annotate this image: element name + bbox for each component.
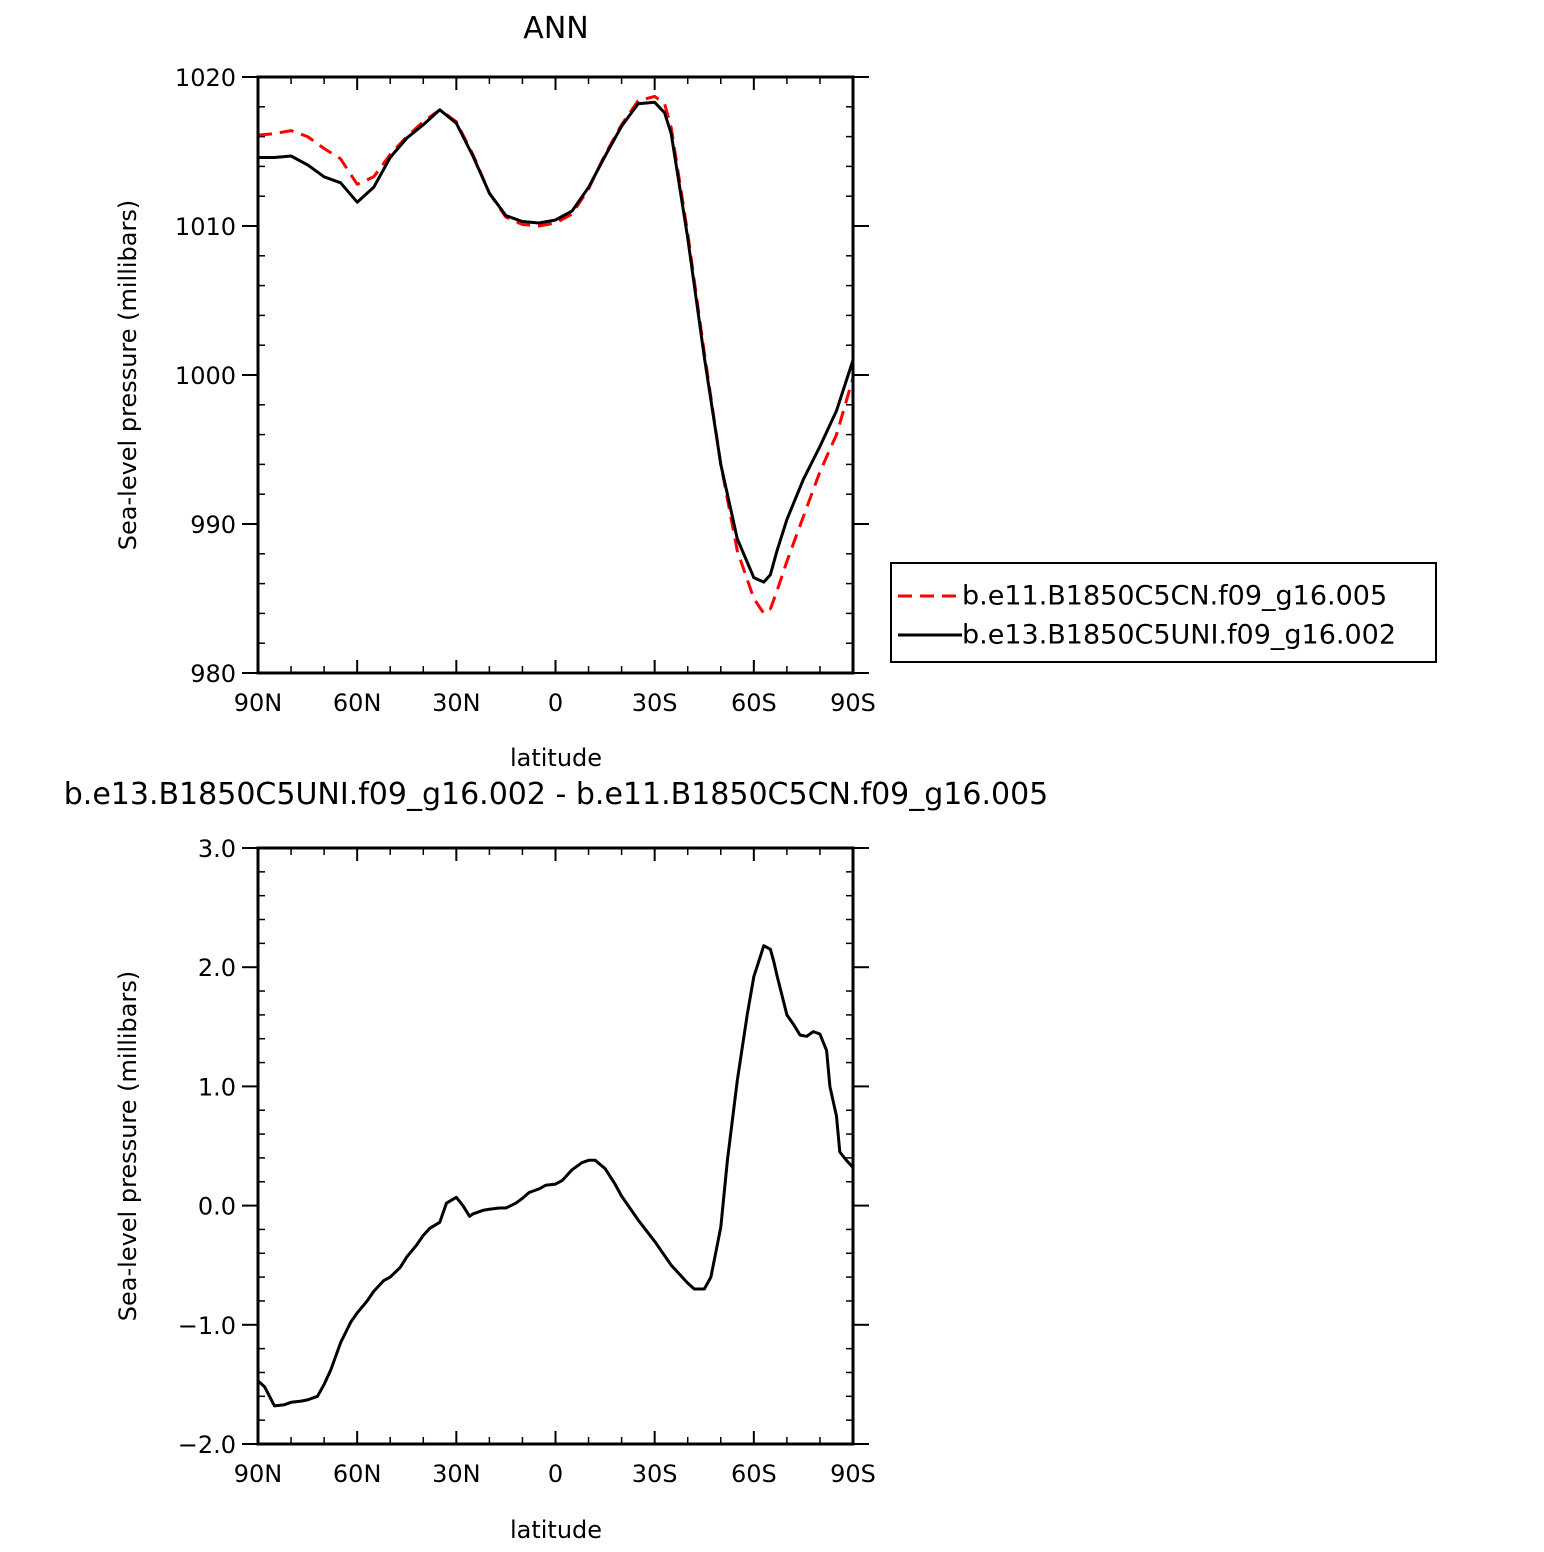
top-panel-frame [256, 75, 855, 675]
x-tick-label: 60N [333, 689, 382, 717]
y-tick-label: −2.0 [178, 1431, 236, 1459]
y-tick-label: 3.0 [198, 835, 236, 863]
top-panel-tick-labels: 90N 60N 30N 0 30S 60S 90S 980 990 1000 1010 1020 [175, 64, 876, 717]
x-tick-label: 0 [548, 689, 563, 717]
legend-box [890, 562, 1437, 663]
x-tick-label: 30S [632, 1460, 678, 1488]
series-line-2 [258, 100, 855, 584]
y-tick-label: 980 [190, 660, 236, 688]
bottom-panel-frame [256, 846, 855, 1446]
top-panel-x-axis-title: latitude [510, 744, 602, 772]
bottom-panel-series [256, 944, 855, 1408]
bottom-panel-x-axis-title: latitude [510, 1516, 602, 1544]
y-tick-label: 990 [190, 511, 236, 539]
y-tick-label: 1.0 [198, 1073, 236, 1101]
y-tick-label: 1020 [175, 64, 236, 92]
x-tick-label: 30N [432, 1460, 481, 1488]
y-tick-label: 2.0 [198, 954, 236, 982]
series-line-1 [257, 94, 855, 615]
bottom-panel-tick-labels: 90N 60N 30N 0 30S 60S 90S −2.0 −1.0 0.0 1.0 2.0 3.0 [178, 835, 876, 1488]
bottom-panel-title: b.e13.B1850C5UNI.f09_g16.002 - b.e11.B18… [64, 777, 1049, 812]
top-panel-title: ANN [523, 11, 588, 46]
top-panel-series [257, 94, 855, 615]
x-tick-label: 0 [548, 1460, 563, 1488]
x-tick-label: 90S [830, 1460, 876, 1488]
legend-label-series-2: b.e13.B1850C5UNI.f09_g16.002 [962, 620, 1396, 651]
x-tick-label: 60S [731, 1460, 777, 1488]
x-tick-label: 90N [234, 1460, 283, 1488]
top-panel: ANN 90N 60N 30N 0 30S 60S 90S 980 990 1000 1010 102… [114, 11, 876, 772]
y-tick-label: −1.0 [178, 1312, 236, 1340]
x-tick-label: 90N [234, 689, 283, 717]
bottom-panel: b.e13.B1850C5UNI.f09_g16.002 - b.e11.B18… [64, 777, 1049, 1544]
top-panel-ticks [242, 76, 869, 674]
legend-label-series-1: b.e11.B1850C5CN.f09_g16.005 [962, 581, 1387, 612]
x-tick-label: 90S [830, 689, 876, 717]
x-tick-label: 30N [432, 689, 481, 717]
y-tick-label: 0.0 [198, 1193, 236, 1221]
x-tick-label: 60S [731, 689, 777, 717]
y-tick-label: 1010 [175, 213, 236, 241]
bottom-panel-y-axis-title: Sea-level pressure (millibars) [114, 971, 142, 1321]
top-panel-y-axis-title: Sea-level pressure (millibars) [114, 200, 142, 550]
y-tick-label: 1000 [175, 362, 236, 390]
x-tick-label: 30S [632, 689, 678, 717]
series-line-1 [256, 944, 855, 1408]
legend: b.e11.B1850C5CN.f09_g16.005 b.e13.B1850C… [890, 562, 1437, 663]
x-tick-label: 60N [333, 1460, 382, 1488]
